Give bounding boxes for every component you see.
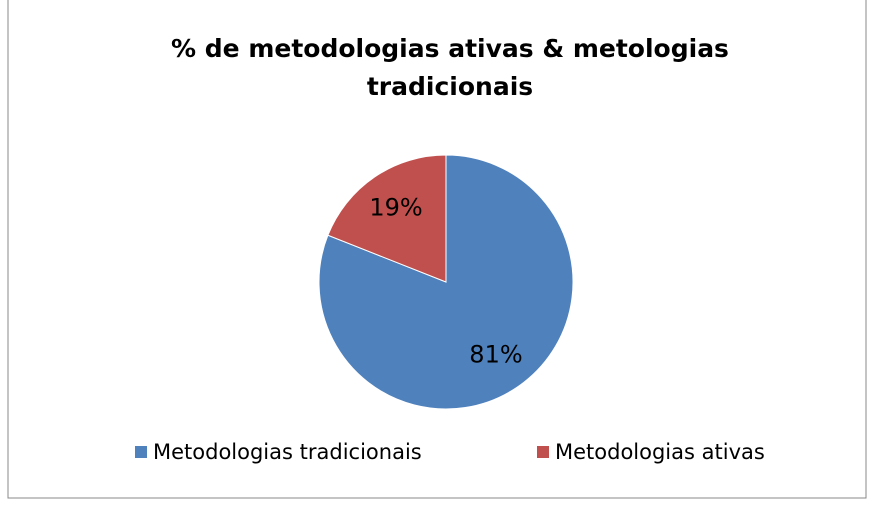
data-label: 81% bbox=[469, 341, 522, 369]
chart-title: % de metodologias ativas & metologias tr… bbox=[171, 34, 729, 101]
legend-label: Metodologias tradicionais bbox=[153, 440, 422, 464]
data-label: 19% bbox=[369, 193, 422, 221]
pie-slice bbox=[318, 154, 574, 410]
legend-swatch bbox=[537, 446, 549, 458]
legend-swatch bbox=[135, 446, 147, 458]
legend-label: Metodologias ativas bbox=[555, 440, 765, 464]
pie-slice bbox=[327, 154, 447, 283]
